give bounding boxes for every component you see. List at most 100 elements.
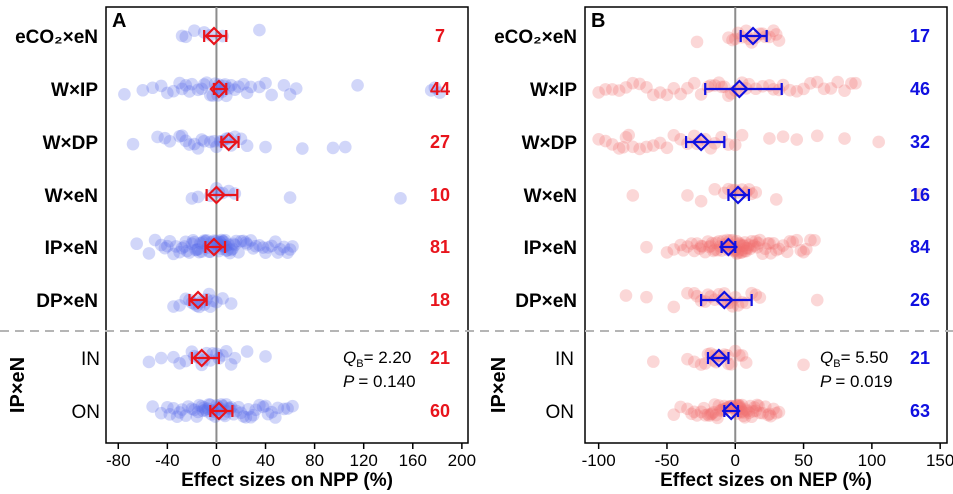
row-label: eCO₂×eN <box>494 27 577 48</box>
data-point <box>183 138 196 151</box>
data-point <box>741 241 754 255</box>
data-point <box>667 243 681 256</box>
data-point <box>240 345 254 358</box>
sample-count: 60 <box>430 401 450 421</box>
data-point <box>234 406 248 420</box>
data-point <box>703 409 716 422</box>
data-point <box>767 24 780 38</box>
row-label: W×eN <box>45 186 98 207</box>
mean-diamond <box>204 237 224 257</box>
data-point <box>681 352 694 366</box>
data-point <box>756 406 769 420</box>
sample-count: 17 <box>910 26 930 46</box>
data-point <box>244 80 258 94</box>
data-point <box>170 410 184 424</box>
data-point <box>708 182 722 196</box>
sample-count: 46 <box>910 79 930 99</box>
data-point <box>277 402 291 416</box>
data-point <box>154 79 168 93</box>
panel-b-label: B <box>591 10 605 32</box>
data-point <box>232 80 245 93</box>
data-point <box>712 287 726 301</box>
data-point <box>424 84 438 97</box>
data-point <box>191 242 205 256</box>
data-point <box>196 404 210 418</box>
data-point <box>289 82 303 95</box>
data-point <box>738 411 752 424</box>
data-point <box>244 234 258 247</box>
data-point <box>186 234 200 247</box>
data-point <box>599 134 612 148</box>
data-point <box>726 400 739 413</box>
data-point <box>794 244 808 257</box>
sample-count: 44 <box>430 79 450 99</box>
data-point <box>667 128 681 142</box>
data-point <box>804 77 817 90</box>
data-point <box>146 81 159 95</box>
x-tick-label: 80 <box>305 451 324 470</box>
data-point <box>849 76 862 90</box>
data-point <box>808 233 821 247</box>
data-point <box>681 286 694 300</box>
data-point <box>253 80 266 94</box>
data-point <box>161 239 174 253</box>
data-point <box>228 351 242 365</box>
panel-a-p: P = 0.140 <box>343 372 416 391</box>
data-point <box>212 78 226 91</box>
data-point <box>207 134 221 148</box>
data-point <box>726 33 739 47</box>
data-point <box>163 408 177 421</box>
data-point <box>606 83 619 96</box>
data-point <box>616 140 630 154</box>
data-point <box>204 135 217 149</box>
data-point <box>227 237 240 251</box>
data-point <box>173 245 186 259</box>
sample-count: 81 <box>430 237 450 257</box>
x-tick-label: 150 <box>926 451 953 470</box>
data-point <box>118 88 131 101</box>
mean-diamond <box>729 79 749 99</box>
data-point <box>845 77 858 90</box>
data-point <box>163 234 177 248</box>
data-point <box>281 246 294 259</box>
data-point <box>261 241 275 254</box>
data-point <box>681 81 694 95</box>
sample-count: 21 <box>910 348 930 368</box>
data-point <box>674 238 687 252</box>
data-point <box>240 86 254 100</box>
data-point <box>175 403 189 416</box>
sample-count: 7 <box>435 26 445 46</box>
data-point <box>283 243 297 256</box>
group-label-b: IP×eN <box>488 357 510 413</box>
data-point <box>253 238 266 252</box>
data-point <box>708 398 722 411</box>
data-point <box>696 240 709 253</box>
mean-diamond <box>728 185 748 205</box>
data-point <box>739 403 753 416</box>
data-point <box>753 291 767 304</box>
data-point <box>218 78 232 91</box>
data-point <box>216 292 229 305</box>
data-point <box>759 400 772 414</box>
data-point <box>647 139 660 152</box>
data-point <box>753 406 767 420</box>
data-point <box>237 410 250 423</box>
data-point <box>716 234 730 248</box>
data-point <box>428 81 442 94</box>
data-point <box>283 88 297 101</box>
data-point <box>173 299 186 312</box>
mean-diamond <box>691 132 711 152</box>
data-point <box>743 399 757 413</box>
data-point <box>167 350 180 364</box>
data-point <box>737 406 750 419</box>
data-point <box>737 409 750 423</box>
data-point <box>745 286 758 300</box>
data-point <box>633 77 646 91</box>
data-point <box>218 409 232 423</box>
panel-b: B 17 46 32 16 84 26 21 63 -100 -50 0 50 100 150 Effe… <box>494 6 953 491</box>
data-point <box>191 190 205 204</box>
data-point <box>210 140 223 154</box>
data-point <box>175 241 189 255</box>
data-point <box>619 131 633 144</box>
